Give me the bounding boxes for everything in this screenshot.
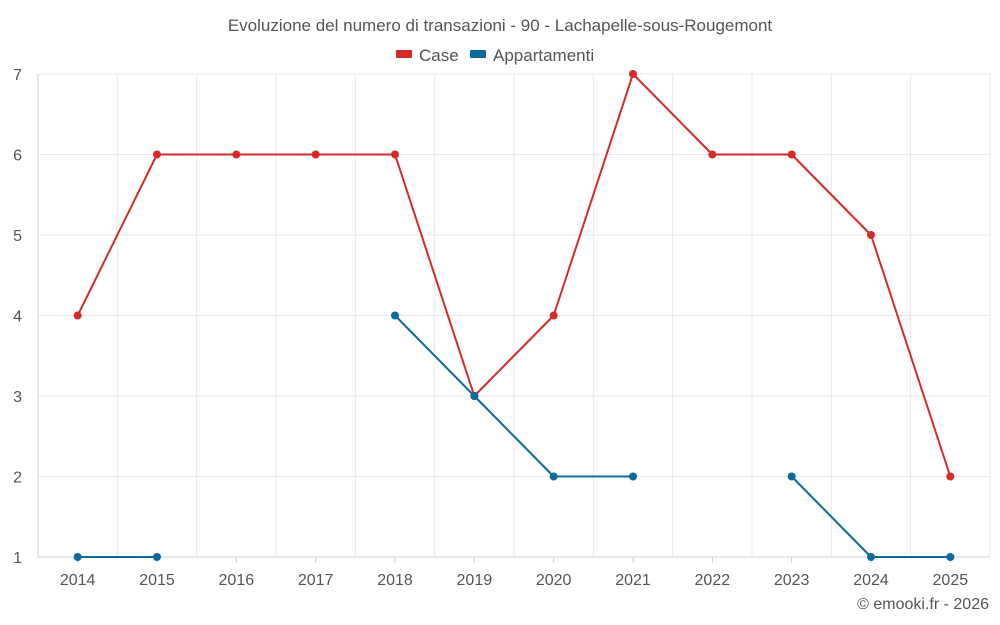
x-tick-label: 2016: [219, 572, 255, 589]
data-point-case[interactable]: [946, 472, 955, 481]
y-tick-label: 2: [13, 470, 22, 487]
data-point-case[interactable]: [153, 150, 161, 159]
x-tick-label: 2022: [695, 572, 731, 589]
series-appartamenti: [73, 311, 955, 561]
series-line-appartamenti: [790, 475, 951, 558]
x-tick-label: 2019: [457, 572, 493, 589]
data-point-case[interactable]: [549, 311, 558, 320]
x-axis: 2014 2015 2016 2017 2018 2019 2020 2021 2022 2023…: [60, 557, 968, 589]
series-line-appartamenti: [394, 314, 633, 478]
data-point-appartamenti[interactable]: [629, 472, 637, 481]
data-point-case[interactable]: [708, 150, 717, 159]
plot-area: [73, 70, 955, 561]
y-tick-label: 1: [13, 550, 22, 567]
data-point-appartamenti[interactable]: [153, 553, 161, 561]
series-line-case: [76, 73, 952, 477]
data-point-case[interactable]: [391, 150, 399, 159]
data-point-appartamenti[interactable]: [470, 392, 479, 400]
y-tick-label: 3: [13, 389, 22, 406]
x-tick-label: 2024: [853, 572, 889, 589]
series-case: [73, 70, 955, 481]
data-point-case[interactable]: [311, 150, 320, 159]
y-tick-label: 6: [13, 148, 22, 165]
data-point-case[interactable]: [787, 150, 796, 159]
x-tick-label: 2023: [774, 572, 810, 589]
data-point-case[interactable]: [73, 311, 82, 320]
data-point-appartamenti[interactable]: [787, 472, 796, 481]
data-point-appartamenti[interactable]: [549, 472, 558, 481]
x-tick-label: 2020: [536, 572, 572, 589]
chart-title: Evoluzione del numero di transazioni - 9…: [228, 16, 773, 35]
legend-swatch-appartamenti: [470, 50, 486, 58]
x-tick-label: 2021: [615, 572, 651, 589]
credit-text: © emooki.fr - 2026: [857, 596, 989, 613]
y-axis: 1 2 3 4 5 6 7: [13, 67, 22, 567]
y-tick-label: 4: [13, 309, 22, 326]
grid: [37, 73, 991, 558]
legend-label-appartamenti[interactable]: Appartamenti: [493, 46, 594, 65]
legend-label-case[interactable]: Case: [419, 46, 459, 65]
x-tick-label: 2014: [60, 572, 96, 589]
data-point-case[interactable]: [629, 70, 637, 78]
legend: Case Appartamenti: [396, 46, 594, 65]
legend-swatch-case: [396, 50, 412, 58]
x-tick-label: 2025: [933, 572, 969, 589]
data-point-appartamenti[interactable]: [391, 311, 399, 320]
x-tick-label: 2018: [377, 572, 413, 589]
y-tick-label: 7: [13, 67, 22, 84]
data-point-appartamenti[interactable]: [946, 553, 955, 561]
y-tick-label: 5: [13, 228, 22, 245]
x-tick-label: 2015: [139, 572, 175, 589]
data-point-appartamenti[interactable]: [73, 553, 82, 561]
x-tick-label: 2017: [298, 572, 334, 589]
data-point-appartamenti[interactable]: [867, 553, 875, 561]
data-point-case[interactable]: [867, 231, 875, 239]
data-point-case[interactable]: [232, 150, 241, 159]
